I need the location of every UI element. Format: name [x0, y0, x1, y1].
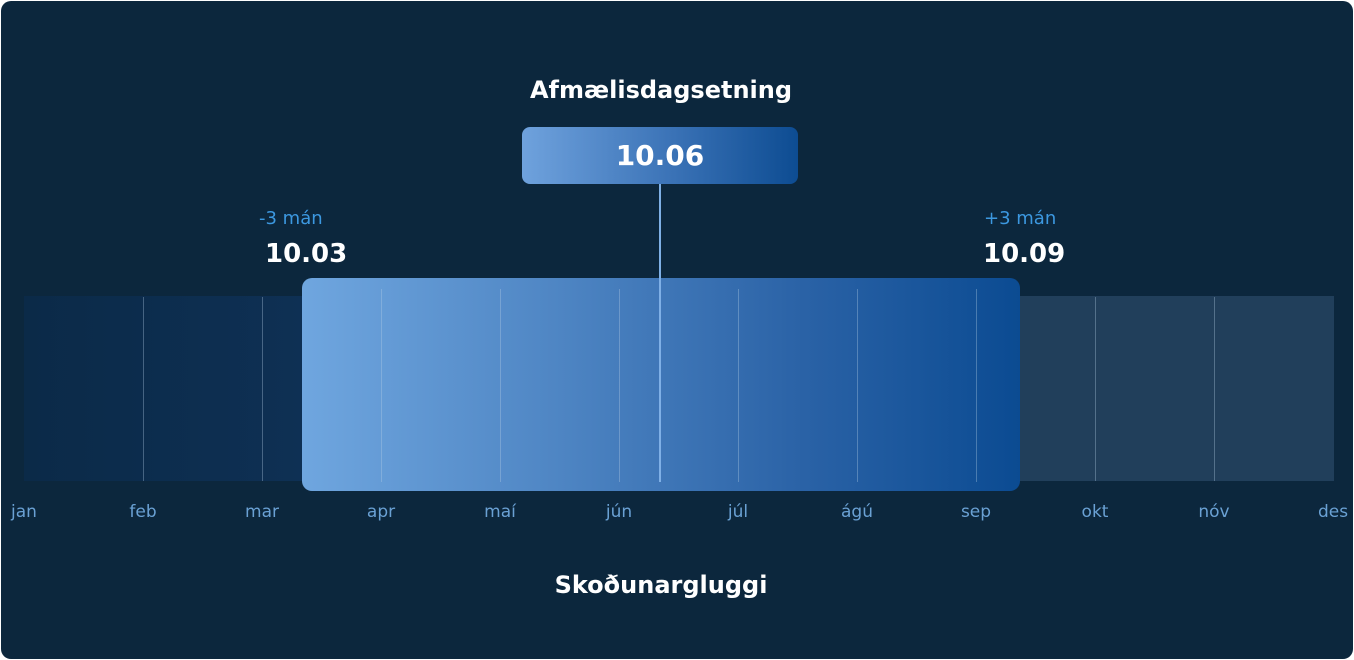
end-date: 10.09: [983, 239, 1066, 269]
birthday-marker-line: [659, 184, 661, 482]
viewing-window: [302, 278, 1020, 491]
month-gridline: [1095, 297, 1096, 481]
birthday-date-box: 10.06: [522, 127, 798, 184]
month-label: ágú: [841, 502, 873, 522]
start-offset-label: -3 mán: [259, 208, 323, 229]
month-label: maí: [484, 502, 516, 522]
month-gridline: [976, 289, 977, 482]
band-before-window: [24, 296, 309, 481]
month-gridline: [619, 289, 620, 482]
month-label: okt: [1081, 502, 1109, 522]
month-gridline: [857, 289, 858, 482]
band-after-window: [1014, 296, 1334, 481]
month-label: jan: [11, 502, 37, 522]
month-label: feb: [129, 502, 157, 522]
month-gridline: [500, 289, 501, 482]
month-label: des: [1317, 502, 1349, 522]
birthday-date: 10.06: [615, 139, 705, 172]
month-gridline: [262, 297, 263, 481]
month-label: júl: [727, 502, 749, 522]
month-gridline: [143, 297, 144, 481]
month-label: mar: [245, 502, 279, 522]
year-band: [24, 296, 1334, 481]
month-label: apr: [366, 502, 396, 522]
start-date: 10.03: [265, 239, 348, 269]
month-gridline: [1214, 297, 1215, 481]
month-label: jún: [605, 502, 633, 522]
window-title: Skoðunargluggi: [554, 571, 768, 599]
month-gridline: [738, 289, 739, 482]
month-gridline: [381, 289, 382, 482]
end-offset-label: +3 mán: [984, 208, 1057, 229]
month-label: sep: [960, 502, 992, 522]
birthday-title: Afmælisdagsetning: [529, 76, 793, 104]
month-label: nóv: [1198, 502, 1230, 522]
